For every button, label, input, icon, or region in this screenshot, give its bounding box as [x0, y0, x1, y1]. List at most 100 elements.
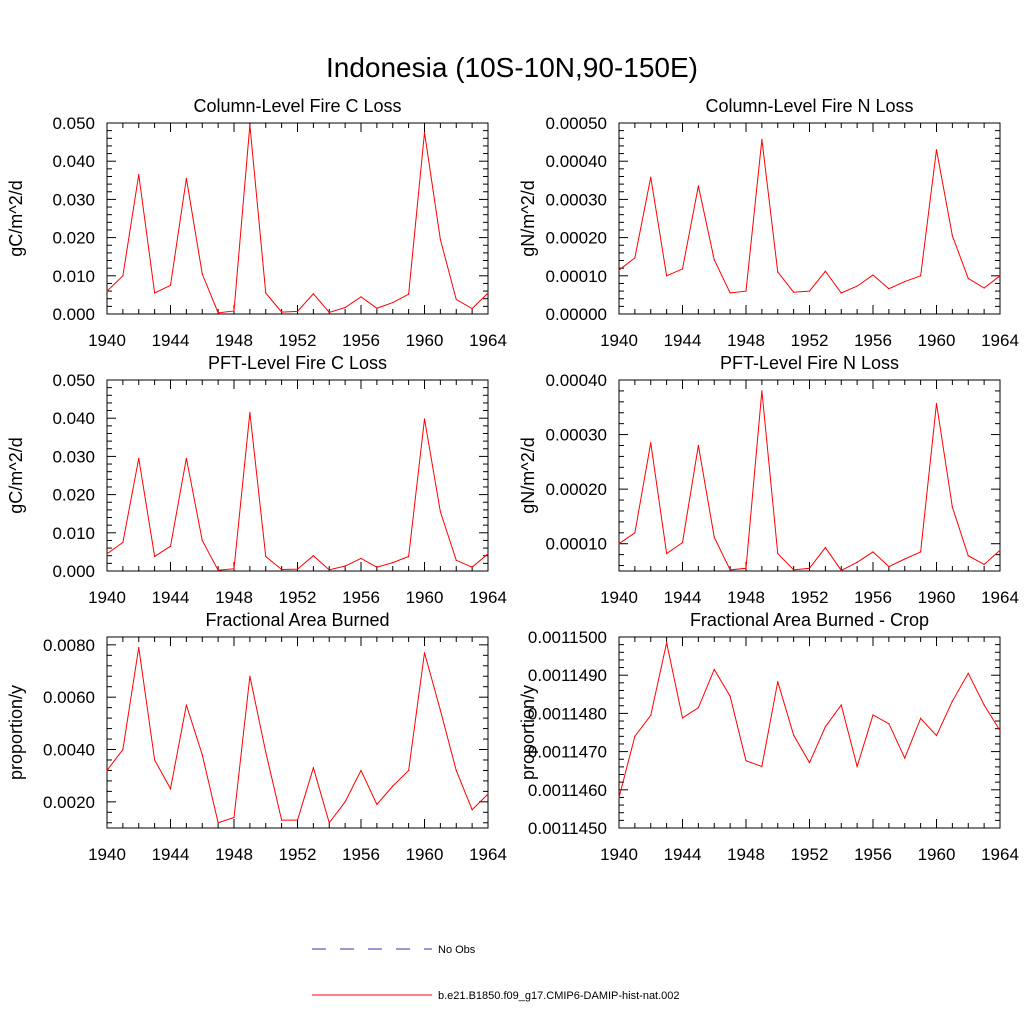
data-point — [138, 173, 140, 176]
data-point — [761, 765, 763, 768]
data-point — [439, 709, 441, 711]
panel-4: PFT-Level Fire N Loss gN/m^2/d 1940 1944 194… — [518, 353, 1019, 607]
y-tick-label: 0.030 — [52, 447, 95, 466]
x-tick-label: 1956 — [342, 845, 380, 864]
data-point — [681, 542, 684, 544]
data-point — [185, 704, 187, 706]
panel-title: Fractional Area Burned — [205, 610, 389, 630]
data-point — [312, 555, 314, 557]
panel-3: PFT-Level Fire C Loss gC/m^2/d 1940 1944 194… — [6, 353, 507, 607]
data-point — [697, 185, 699, 187]
data-point — [777, 271, 779, 273]
x-tick-label: 1960 — [406, 845, 444, 864]
y-axis-label: gC/m^2/d — [6, 180, 26, 256]
y-tick-label: 0.00020 — [546, 229, 607, 248]
x-tick-label: 1952 — [791, 331, 829, 350]
data-point — [106, 769, 108, 772]
data-point — [840, 292, 842, 294]
y-tick-label: 0.00030 — [546, 426, 607, 445]
y-tick-label: 0.0011480 — [528, 704, 607, 723]
data-point — [344, 306, 346, 309]
data-point — [697, 444, 699, 447]
x-tick-label: 1944 — [152, 331, 190, 350]
panel-title: PFT-Level Fire N Loss — [720, 353, 899, 373]
data-point — [455, 559, 457, 561]
data-point — [169, 788, 172, 790]
legend-label-no-obs: No Obs — [438, 944, 476, 956]
data-point — [634, 735, 636, 737]
data-point — [265, 555, 267, 558]
data-point — [777, 681, 779, 683]
x-tick-label: 1964 — [469, 588, 507, 607]
data-point — [106, 290, 108, 292]
x-tick-label: 1952 — [279, 331, 317, 350]
data-point — [904, 558, 906, 560]
data-point — [392, 562, 394, 564]
plot-frame — [618, 636, 1001, 829]
data-point — [808, 290, 811, 292]
x-tick-label: 1952 — [791, 588, 829, 607]
panel-6: Fractional Area Burned - Crop proportion/… — [518, 610, 1019, 864]
data-point — [328, 311, 330, 314]
x-tick-label: 1960 — [918, 588, 956, 607]
data-point — [233, 568, 235, 570]
data-point — [713, 536, 715, 538]
x-tick-label: 1944 — [664, 845, 702, 864]
x-tick-label: 1956 — [854, 331, 892, 350]
x-tick-label: 1940 — [88, 331, 126, 350]
data-point — [840, 704, 842, 706]
data-point — [729, 695, 731, 697]
data-point — [920, 551, 922, 553]
data-point — [745, 760, 747, 762]
y-tick-label: 0.0011490 — [528, 666, 607, 685]
data-point — [904, 757, 906, 759]
data-point — [650, 442, 652, 444]
x-tick-label: 1940 — [600, 845, 638, 864]
data-point — [138, 646, 140, 649]
data-point — [122, 541, 124, 543]
data-point — [217, 569, 219, 571]
data-point — [983, 704, 985, 706]
data-point — [217, 312, 219, 314]
y-tick-label: 0.0040 — [43, 741, 95, 760]
data-point — [888, 566, 890, 568]
y-axis-label: gN/m^2/d — [518, 437, 538, 513]
series-line — [106, 412, 489, 571]
x-tick-label: 1956 — [342, 331, 380, 350]
data-point — [296, 819, 299, 821]
data-point — [154, 292, 156, 294]
data-point — [185, 457, 187, 459]
data-point — [793, 734, 795, 736]
data-point — [729, 292, 731, 294]
data-point — [920, 275, 922, 277]
data-point — [376, 803, 378, 806]
data-point — [360, 296, 362, 298]
data-point — [249, 411, 251, 414]
data-point — [888, 723, 890, 725]
panel-title: Column-Level Fire N Loss — [705, 96, 913, 116]
legend: No Obs b.e21.B1850.f09_g17.CMIP6-DAMIP-h… — [312, 944, 680, 1002]
data-point — [618, 269, 620, 271]
data-point — [999, 275, 1001, 277]
y-tick-label: 0.0011460 — [528, 781, 607, 800]
series-line — [618, 390, 1001, 572]
plot-frame — [618, 379, 1001, 572]
data-point — [808, 567, 811, 569]
legend-label-model: b.e21.B1850.f09_g17.CMIP6-DAMIP-hist-nat… — [438, 990, 680, 1002]
data-point — [840, 569, 842, 572]
data-point — [408, 769, 410, 772]
x-tick-label: 1956 — [854, 588, 892, 607]
data-point — [312, 293, 314, 295]
data-point — [951, 506, 953, 508]
data-point — [681, 717, 684, 719]
x-tick-label: 1944 — [664, 588, 702, 607]
data-point — [423, 131, 426, 134]
x-tick-label: 1964 — [981, 331, 1019, 350]
data-point — [951, 700, 953, 702]
data-point — [233, 310, 235, 312]
series-line — [618, 642, 1001, 798]
panel-title: PFT-Level Fire C Loss — [208, 353, 387, 373]
x-tick-label: 1956 — [342, 588, 380, 607]
data-point — [487, 793, 489, 795]
